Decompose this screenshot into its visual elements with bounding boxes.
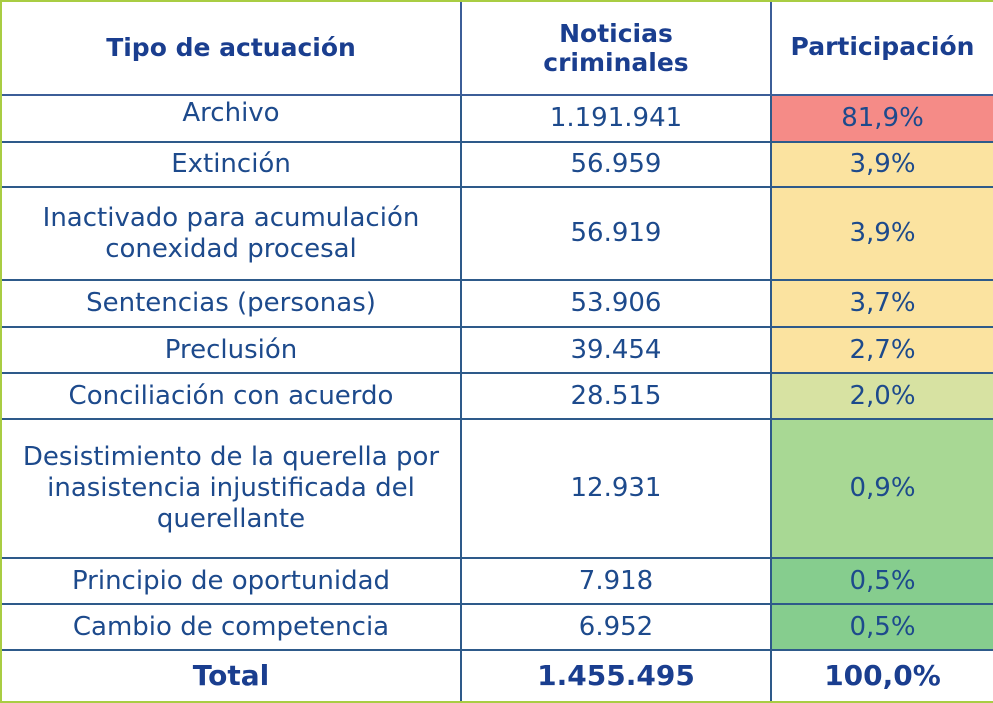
cell-tipo-line: Desistimiento de la querella por xyxy=(22,442,440,473)
cell-noticias: 28.515 xyxy=(460,372,772,420)
table-row: Cambio de competencia 6.952 0,5% xyxy=(0,603,993,651)
cell-tipo: Preclusión xyxy=(0,326,462,374)
header-tipo: Tipo de actuación xyxy=(0,0,462,96)
cell-tipo: Desistimiento de la querella por inasist… xyxy=(0,418,462,559)
table-row: Inactivado para acumulación conexidad pr… xyxy=(0,186,993,281)
total-participacion: 100,0% xyxy=(770,649,993,703)
total-label: Total xyxy=(0,649,462,703)
table-row: Principio de oportunidad 7.918 0,5% xyxy=(0,557,993,605)
cell-noticias: 56.919 xyxy=(460,186,772,281)
cell-tipo-line: querellante xyxy=(156,503,306,534)
cell-noticias: 1.191.941 xyxy=(460,94,772,143)
cell-participacion: 0,5% xyxy=(770,557,993,605)
cell-noticias: 12.931 xyxy=(460,418,772,559)
cell-participacion: 81,9% xyxy=(770,94,993,143)
cell-tipo-line: inasistencia injustificada del xyxy=(47,473,415,504)
total-noticias: 1.455.495 xyxy=(460,649,772,703)
cell-noticias: 6.952 xyxy=(460,603,772,651)
cell-tipo: Sentencias (personas) xyxy=(0,279,462,328)
cell-participacion: 3,7% xyxy=(770,279,993,328)
cell-noticias: 56.959 xyxy=(460,141,772,188)
cell-tipo: Archivo xyxy=(0,94,462,143)
table-row: Desistimiento de la querella por inasist… xyxy=(0,418,993,559)
cell-participacion: 3,9% xyxy=(770,141,993,188)
cell-noticias: 53.906 xyxy=(460,279,772,328)
cell-tipo: Inactivado para acumulación conexidad pr… xyxy=(0,186,462,281)
cell-participacion: 2,0% xyxy=(770,372,993,420)
cell-noticias: 39.454 xyxy=(460,326,772,374)
table-row: Archivo 1.191.941 81,9% xyxy=(0,94,993,143)
cell-tipo: Conciliación con acuerdo xyxy=(0,372,462,420)
table-total-row: Total 1.455.495 100,0% xyxy=(0,649,993,703)
cell-tipo: Principio de oportunidad xyxy=(0,557,462,605)
cell-tipo-line: conexidad procesal xyxy=(105,233,357,264)
header-participacion: Participación xyxy=(770,0,993,96)
cell-participacion: 3,9% xyxy=(770,186,993,281)
cell-tipo-line: Inactivado para acumulación xyxy=(42,202,420,233)
cell-tipo: Cambio de competencia xyxy=(0,603,462,651)
table-row: Preclusión 39.454 2,7% xyxy=(0,326,993,374)
cell-participacion: 2,7% xyxy=(770,326,993,374)
table-header-row: Tipo de actuación Noticias criminales Pa… xyxy=(0,0,993,96)
cell-tipo: Extinción xyxy=(0,141,462,188)
cell-participacion: 0,5% xyxy=(770,603,993,651)
table-row: Sentencias (personas) 53.906 3,7% xyxy=(0,279,993,328)
cell-noticias: 7.918 xyxy=(460,557,772,605)
cell-participacion: 0,9% xyxy=(770,418,993,559)
table-row: Extinción 56.959 3,9% xyxy=(0,141,993,188)
header-noticias: Noticias criminales xyxy=(460,0,772,96)
table-row: Conciliación con acuerdo 28.515 2,0% xyxy=(0,372,993,420)
